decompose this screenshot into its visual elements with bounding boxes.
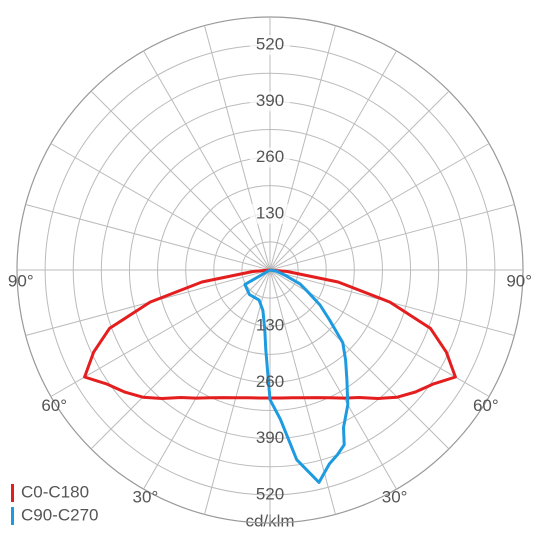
r-tick-label: 390	[256, 428, 284, 447]
r-tick-label: 260	[256, 147, 284, 166]
legend-label: C0-C180	[21, 482, 89, 501]
tick-label-bg	[250, 91, 290, 112]
legend-swatch	[11, 484, 14, 502]
tick-label-bg	[250, 203, 290, 224]
theta-tick-label: 30°	[382, 487, 408, 506]
theta-tick-label: 60°	[473, 396, 499, 415]
r-tick-label: 520	[256, 484, 284, 503]
theta-tick-label: 90°	[506, 271, 532, 290]
tick-label-bg	[250, 35, 290, 56]
series-line	[243, 268, 350, 484]
theta-tick-label: 60°	[41, 396, 67, 415]
legend-swatch	[11, 507, 14, 525]
tick-label-bg	[250, 147, 290, 168]
theta-tick-label: 90°	[8, 271, 34, 290]
legend-label: C90-C270	[21, 505, 99, 524]
r-tick-label: 130	[256, 316, 284, 335]
r-tick-label: 260	[256, 372, 284, 391]
r-tick-label: 520	[256, 35, 284, 54]
theta-tick-label: 30°	[133, 487, 159, 506]
r-tick-label: 390	[256, 91, 284, 110]
r-tick-label: 130	[256, 203, 284, 222]
